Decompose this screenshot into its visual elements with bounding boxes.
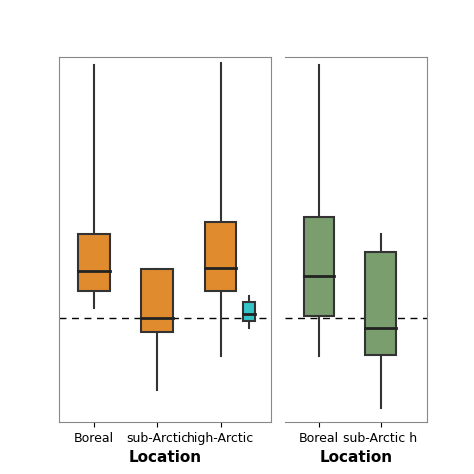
Bar — [205, 222, 237, 291]
X-axis label: Location: Location — [319, 450, 392, 465]
Bar — [304, 217, 335, 316]
Bar — [142, 269, 173, 332]
X-axis label: Location: Location — [128, 450, 202, 465]
Bar — [78, 234, 110, 291]
Bar — [243, 302, 255, 320]
Bar — [365, 252, 396, 355]
